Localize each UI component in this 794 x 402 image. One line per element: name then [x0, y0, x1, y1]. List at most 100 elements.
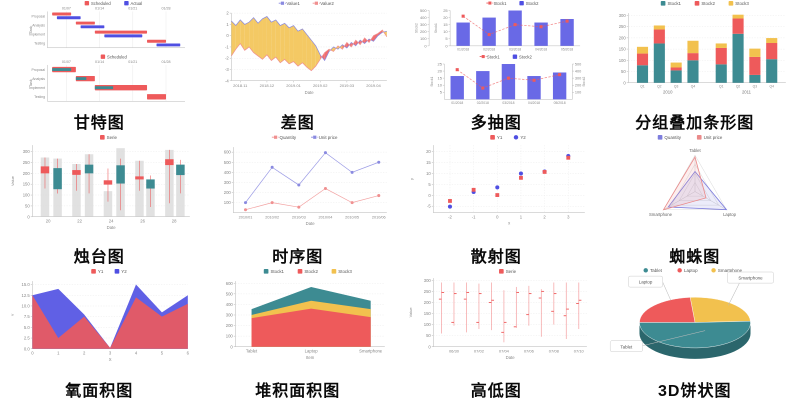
svg-text:20: 20	[443, 15, 448, 20]
svg-text:04/2018: 04/2018	[535, 48, 547, 52]
svg-text:25: 25	[443, 8, 448, 13]
svg-text:Laptop: Laptop	[684, 268, 698, 273]
svg-text:150: 150	[618, 47, 626, 52]
svg-text:20: 20	[438, 69, 443, 74]
svg-text:2018.11: 2018.11	[233, 83, 248, 88]
area-overlap-chart: Y1 Y2 0.0 2.5 5.0 7.5 10.0 12.5 15.0 0 1 2 3 4 5 6 X Y	[1, 268, 197, 375]
svg-text:200: 200	[575, 84, 581, 88]
svg-text:250: 250	[424, 289, 432, 294]
svg-text:Value: Value	[10, 175, 15, 186]
legend: Stock1 Stock2 Stock3	[660, 1, 749, 6]
svg-text:10: 10	[438, 83, 443, 88]
legend: Y1 Y2	[490, 135, 527, 140]
svg-text:150: 150	[23, 182, 31, 187]
svg-text:300: 300	[424, 278, 432, 283]
svg-text:2019.01: 2019.01	[286, 83, 301, 88]
plot-area: Y1 Y2 -5 0 5 10 15 20 -2 -1 0 1 2 3 x y	[409, 135, 586, 225]
legend: Tablet Laptop Smartphone	[643, 268, 742, 273]
svg-text:300: 300	[223, 180, 231, 185]
svg-text:0: 0	[31, 350, 34, 355]
chart-cell-difference[interactable]: Value1 Value2 -4 -3 -2 -1 0 1 2 2018.11 2018.12 201…	[199, 0, 398, 134]
svg-text:5: 5	[161, 350, 164, 355]
svg-text:Serie: Serie	[506, 269, 517, 274]
legend: Stock1 Stock2	[486, 1, 539, 6]
plot-area: Stock1 Stock2 Stock3 0 50 100 150 200 250 300 Q1 Q2…	[618, 1, 786, 94]
chart-cell-time-series[interactable]: Quantity Unit price 100 200 300 400 500 600 2010…	[199, 134, 398, 268]
svg-text:2010/06: 2010/06	[372, 215, 386, 219]
svg-text:100: 100	[420, 36, 427, 41]
svg-text:Stock3: Stock3	[338, 269, 352, 274]
svg-text:100: 100	[223, 200, 231, 205]
chart-cell-gantt[interactable]: Scheduled Actual 01/07 01/14 01/21 01/28 Propo…	[0, 0, 199, 134]
svg-text:0: 0	[623, 80, 626, 85]
svg-text:0: 0	[425, 43, 428, 48]
svg-text:07/02: 07/02	[474, 348, 485, 353]
difference-chart: Value1 Value2 -4 -3 -2 -1 0 1 2 2018.11 2018.12 201…	[200, 0, 396, 107]
svg-text:Stock3: Stock3	[735, 1, 749, 6]
plot-area: Quantity Unit price Tablet Laptop Smartphone	[649, 135, 737, 217]
time-series-chart: Quantity Unit price 100 200 300 400 500 600 2010…	[200, 134, 396, 241]
svg-text:2019.02: 2019.02	[313, 83, 328, 88]
svg-text:Analysis: Analysis	[33, 77, 46, 81]
svg-text:Stock2: Stock2	[582, 77, 586, 87]
spider-title: 蜘蛛图	[669, 248, 721, 266]
legend: Quantity Unit price	[271, 135, 338, 140]
svg-text:Smartphone: Smartphone	[359, 348, 383, 353]
chart-cell-pie-3d[interactable]: Tablet Laptop Smartphone Laptop Smartphone Ta…	[596, 268, 794, 402]
chart-cell-area-overlap[interactable]: Y1 Y2 0.0 2.5 5.0 7.5 10.0 12.5 15.0 0 1 2 3 4 5 6 X Y 氧面…	[0, 268, 199, 402]
chart-cell-spider[interactable]: Quantity Unit price Tablet Laptop Smartphone…	[596, 134, 794, 268]
svg-text:Stock2: Stock2	[304, 269, 318, 274]
candlestick-svg: Serie 0 50 100 150 200 250 300 20 22 24 26 28 Date Val…	[10, 135, 191, 230]
legend: Value1 Value2	[278, 1, 334, 6]
svg-text:2010: 2010	[663, 89, 673, 94]
svg-text:01/2018: 01/2018	[451, 101, 463, 105]
svg-text:Proposal: Proposal	[32, 14, 46, 18]
chart-cell-candlestick[interactable]: Serie 0 50 100 150 200 250 300 20 22 24 26 28 Date Val…	[0, 134, 199, 268]
svg-text:2: 2	[544, 214, 547, 219]
chart-cell-scatter[interactable]: Y1 Y2 -5 0 5 10 15 20 -2 -1 0 1 2 3 x y 散射图	[397, 134, 596, 268]
svg-text:01/07: 01/07	[62, 7, 71, 11]
svg-text:250: 250	[23, 160, 31, 165]
pie-3d-chart: Tablet Laptop Smartphone Laptop Smartphone Ta…	[597, 268, 793, 375]
svg-text:Q2: Q2	[657, 84, 662, 88]
chart-cell-stacked-area[interactable]: Stock1 Stock2 Stock3 0 100 200 300 400 500 600 Tab…	[199, 268, 398, 402]
svg-text:Stock2: Stock2	[526, 1, 539, 6]
scatter-chart: Y1 Y2 -5 0 5 10 15 20 -2 -1 0 1 2 3 x y	[398, 134, 594, 241]
svg-text:200: 200	[225, 323, 233, 328]
svg-text:Date: Date	[305, 221, 315, 226]
svg-text:1: 1	[57, 350, 60, 355]
chart-cell-multi-axis[interactable]: Stock1 Stock2 0 100 200 300 400 500 0 5 10 15 20 25 St…	[397, 0, 596, 134]
stacked-area-chart: Stock1 Stock2 Stock3 0 100 200 300 400 500 600 Tab…	[200, 268, 396, 375]
svg-text:300: 300	[618, 13, 626, 18]
chart-cell-grouped-stacked-bar[interactable]: Stock1 Stock2 Stock3 0 50 100 150 200 250 300 Q1 Q2…	[596, 0, 794, 134]
svg-text:Tablet: Tablet	[246, 348, 258, 353]
svg-text:100: 100	[575, 91, 581, 95]
svg-text:28: 28	[172, 218, 177, 223]
candlestick-title: 烛台图	[73, 248, 125, 266]
chart-cell-high-low[interactable]: Serie 0 50 100 150 200 250 300 06/30 07/02 07/04 07…	[397, 268, 596, 402]
svg-text:Laptop: Laptop	[723, 212, 737, 217]
svg-text:400: 400	[420, 15, 427, 20]
svg-text:5: 5	[446, 36, 449, 41]
svg-text:0: 0	[429, 193, 432, 198]
svg-text:200: 200	[618, 35, 626, 40]
svg-text:200: 200	[23, 171, 31, 176]
svg-text:-5: -5	[427, 204, 431, 209]
svg-text:6: 6	[187, 350, 190, 355]
svg-text:Stock1: Stock1	[667, 1, 681, 6]
time-series-svg: Quantity Unit price 100 200 300 400 500 600 2010…	[223, 135, 387, 226]
svg-text:400: 400	[575, 70, 581, 74]
svg-text:500: 500	[225, 291, 233, 296]
svg-text:Q4: Q4	[769, 84, 774, 88]
svg-text:Laptop: Laptop	[638, 280, 652, 285]
svg-text:Smartphone: Smartphone	[718, 268, 743, 273]
stacked-area-svg: Stock1 Stock2 Stock3 0 100 200 300 400 500 600 Tab…	[225, 269, 385, 360]
stacked-area-title: 堆积面积图	[255, 382, 341, 400]
svg-text:-2: -2	[448, 214, 452, 219]
multi-axis-title: 多抽图	[470, 114, 522, 132]
svg-text:03/2018: 03/2018	[509, 48, 521, 52]
svg-text:2019.04: 2019.04	[366, 83, 381, 88]
svg-text:Task: Task	[29, 26, 33, 34]
plot-area: Quantity Unit price 100 200 300 400 500 600 2010…	[223, 135, 387, 226]
svg-text:03/2018: 03/2018	[503, 101, 515, 105]
